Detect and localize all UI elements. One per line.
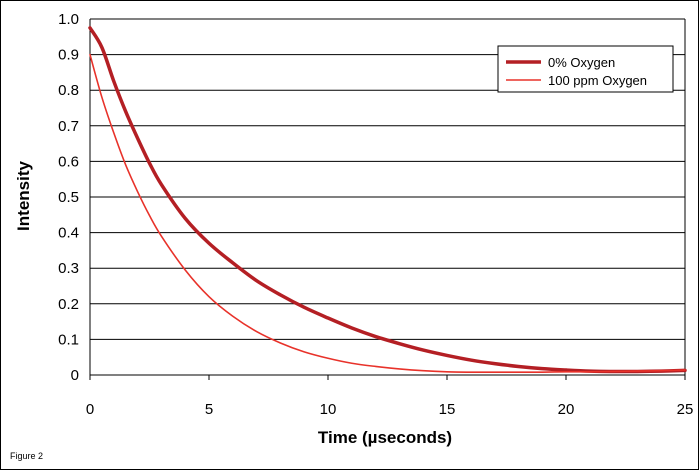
y-tick-label-1: 0.1 [58,331,79,348]
y-tick-label-8: 0.8 [58,82,79,99]
series-line-0 [88,26,687,374]
x-tick-label-1: 5 [205,401,213,418]
y-tick-label-9: 0.9 [58,47,79,64]
series-line-1 [89,53,686,373]
legend-box [497,45,674,93]
x-tick-label-2: 10 [320,401,337,418]
legend: 0% Oxygen 100 ppm Oxygen [497,45,674,93]
legend-label-1: 100 ppm Oxygen [548,73,647,88]
x-tick-label-3: 15 [439,401,456,418]
x-tick-label-0: 0 [86,401,94,418]
x-tick-labels: 0 5 10 15 20 25 [86,401,694,418]
legend-label-0: 0% Oxygen [548,55,615,70]
figure-caption: Figure 2 [10,451,44,461]
y-axis-title: Intensity [14,161,33,231]
y-tick-label-0: 0 [71,367,79,384]
y-tick-label-7: 0.7 [58,118,79,135]
x-tick-label-4: 20 [558,401,575,418]
y-tick-labels: 0 0.1 0.2 0.3 0.4 0.5 0.6 0.7 0.8 0.9 1.0 [58,11,79,384]
y-tick-label-4: 0.4 [58,225,79,242]
y-tick-label-6: 0.6 [58,153,79,170]
x-axis-title: Time (µseconds) [318,428,452,447]
y-tick-label-5: 0.5 [58,189,79,206]
y-tick-label-3: 0.3 [58,260,79,277]
y-tick-label-10: 1.0 [58,11,79,28]
x-tick-label-5: 25 [677,401,694,418]
series-lines [88,26,687,374]
y-tick-label-2: 0.2 [58,296,79,313]
